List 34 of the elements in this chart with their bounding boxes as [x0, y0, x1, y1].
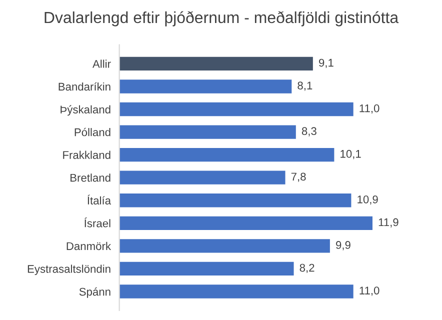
- chart-title: Dvalarlengd eftir þjóðernum - meðalfjöldi gistinótta: [44, 11, 399, 26]
- y-tick-label: Pólland: [74, 128, 110, 136]
- data-label: 8,1: [298, 82, 312, 91]
- y-tick-label: Bretland: [70, 174, 110, 182]
- y-tick-label: Bandaríkin: [58, 82, 110, 91]
- data-label: 11,9: [378, 218, 398, 228]
- data-label: 11,0: [360, 104, 380, 114]
- y-tick-label: Ítalía: [88, 194, 112, 205]
- y-tick-label: Frakkland: [63, 150, 110, 159]
- bar: [119, 262, 294, 276]
- y-tick-label: Allir: [92, 60, 111, 68]
- bar: [119, 170, 286, 184]
- y-tick-label: Ísrael: [84, 218, 110, 228]
- bar: [119, 80, 292, 94]
- y-tick-label: Spánn: [79, 287, 110, 298]
- y-tick-label: Eystrasaltslöndin: [28, 264, 110, 276]
- data-label: 8,2: [300, 264, 314, 274]
- data-label: 10,1: [340, 150, 361, 160]
- data-label: 10,9: [358, 195, 378, 205]
- bar: [119, 194, 352, 208]
- y-tick-label: Danmörk: [66, 242, 112, 250]
- bar: [119, 216, 372, 230]
- bar: [119, 148, 334, 162]
- bar: [119, 284, 354, 298]
- data-label: 9,9: [336, 241, 350, 250]
- bar: [119, 102, 354, 116]
- data-label: 8,3: [302, 127, 316, 136]
- bar: [119, 125, 296, 139]
- bar: [119, 239, 330, 253]
- data-label: 9,1: [319, 58, 334, 68]
- y-tick-label: Þýskaland: [60, 105, 110, 116]
- data-label: 11,0: [360, 286, 380, 296]
- bar: [119, 56, 313, 71]
- data-label: 7,8: [291, 172, 306, 182]
